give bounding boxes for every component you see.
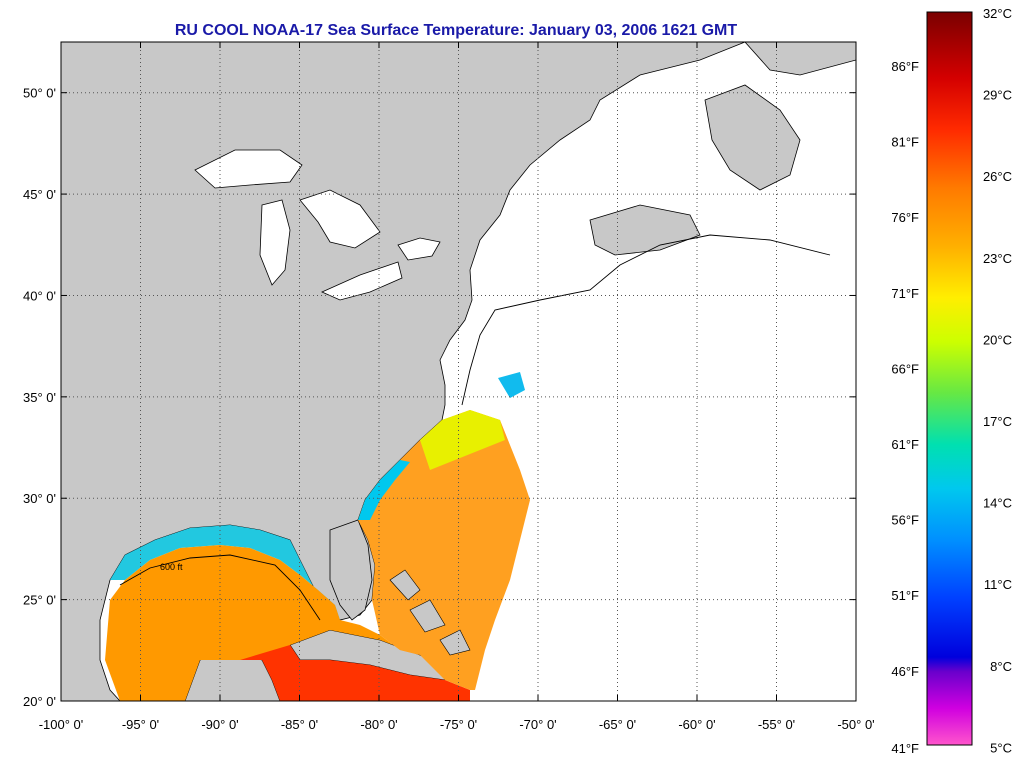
colorbar-labels: 32°C 29°C 26°C 23°C 20°C 17°C 14°C 11°C 8°C 5°C 86… [891, 6, 1012, 756]
lat-tick-label: 50° 0' [23, 86, 56, 101]
lon-tick-label: -95° 0' [122, 717, 159, 732]
colorbar-celsius-label: 29°C [983, 88, 1012, 103]
lat-tick-label: 30° 0' [23, 491, 56, 506]
gulf-sst-warm [105, 545, 420, 701]
atlantic-sst-gulfstream-north [498, 372, 525, 398]
longitude-axis: -100° 0' -95° 0' -90° 0' -85° 0' -80° 0' -75°… [39, 42, 875, 732]
colorbar-celsius-label: 5°C [990, 740, 1012, 755]
colorbar-celsius-label: 17°C [983, 414, 1012, 429]
lat-tick-label: 25° 0' [23, 593, 56, 608]
colorbar-fahrenheit-label: 81°F [891, 135, 919, 150]
lon-tick-label: -80° 0' [360, 717, 397, 732]
lon-tick-label: -55° 0' [758, 717, 795, 732]
colorbar-celsius-label: 26°C [983, 169, 1012, 184]
colorbar-fahrenheit-label: 41°F [891, 741, 919, 756]
colorbar-celsius-label: 11°C [984, 577, 1012, 592]
atlantic-sst-yellow [420, 410, 505, 470]
lat-tick-label: 40° 0' [23, 288, 56, 303]
gulf-sst-cool-shelf [110, 525, 340, 620]
lon-tick-label: -100° 0' [39, 717, 84, 732]
colorbar-celsius-label: 8°C [990, 659, 1012, 674]
colorbar-fahrenheit-label: 66°F [891, 361, 919, 376]
lat-tick-label: 20° 0' [23, 694, 56, 709]
lon-tick-label: -75° 0' [440, 717, 477, 732]
colorbar-celsius-label: 20°C [983, 332, 1012, 347]
labrador-land [744, 42, 856, 76]
colorbar [926, 11, 973, 746]
colorbar-fahrenheit-label: 51°F [891, 588, 919, 603]
lon-tick-label: -85° 0' [281, 717, 318, 732]
caribbean-sst-hot [240, 645, 470, 701]
colorbar-fahrenheit-label: 71°F [891, 286, 919, 301]
great-lakes [194, 149, 441, 301]
atlantic-sst-nearshore-cool [358, 460, 410, 520]
lon-tick-label: -70° 0' [519, 717, 556, 732]
latitude-axis: 50° 0' 45° 0' 40° 0' 35° 0' 30° 0' 25° 0' 20° … [23, 86, 856, 709]
grid-lines [61, 42, 856, 701]
colorbar-celsius-label: 23°C [983, 251, 1012, 266]
colorbar-celsius-label: 32°C [983, 6, 1012, 21]
lon-tick-label: -65° 0' [599, 717, 636, 732]
map-title: RU COOL NOAA-17 Sea Surface Temperature:… [174, 22, 738, 39]
lat-tick-label: 45° 0' [23, 187, 56, 202]
contour-label: 600 ft [160, 562, 183, 572]
newfoundland-land [704, 84, 801, 191]
map-area: 600 ft [61, 42, 856, 701]
colorbar-fahrenheit-label: 56°F [891, 513, 919, 528]
colorbar-fahrenheit-label: 86°F [891, 59, 919, 74]
florida-land [329, 519, 373, 621]
colorbar-fahrenheit-label: 61°F [891, 437, 919, 452]
lon-tick-label: -90° 0' [201, 717, 238, 732]
atlantic-sst-warm [358, 410, 530, 690]
colorbar-celsius-label: 14°C [983, 496, 1012, 511]
lon-tick-label: -50° 0' [837, 717, 874, 732]
lat-tick-label: 35° 0' [23, 390, 56, 405]
colorbar-fahrenheit-label: 46°F [891, 664, 919, 679]
bahamas-islands [389, 569, 471, 656]
colorbar-fahrenheit-label: 76°F [891, 210, 919, 225]
lon-tick-label: -60° 0' [678, 717, 715, 732]
